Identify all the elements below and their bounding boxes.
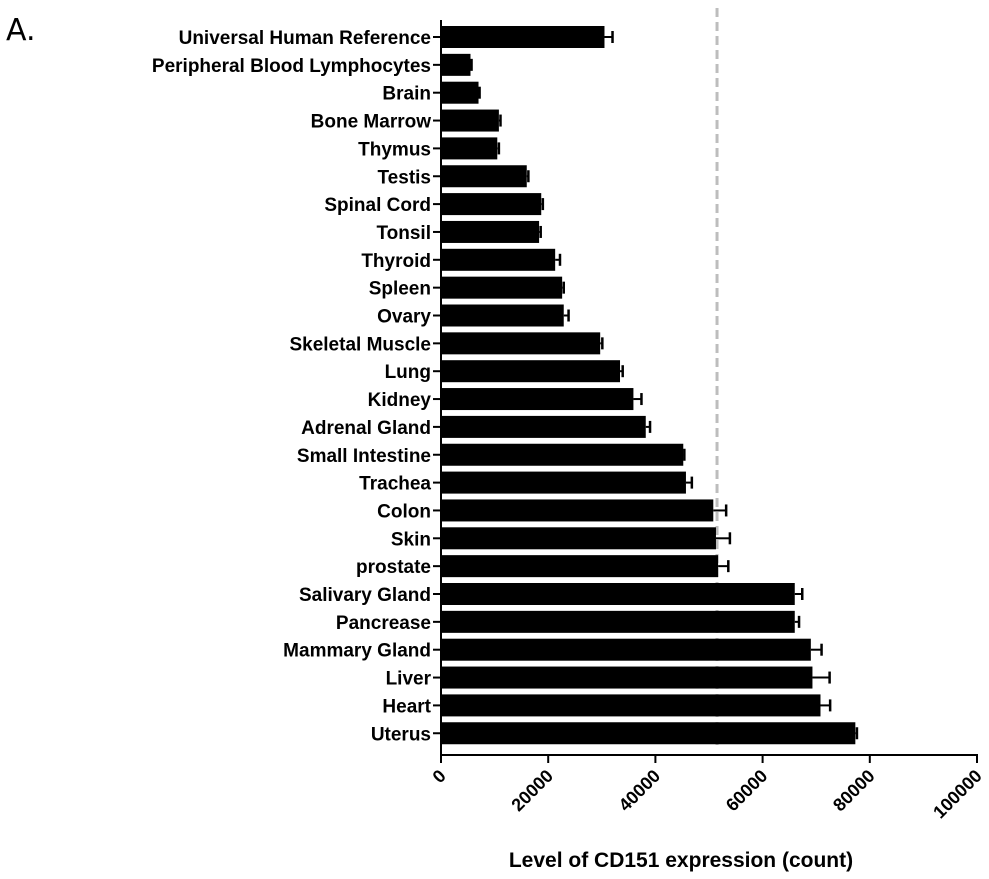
category-label: Ovary — [377, 307, 431, 328]
bar — [441, 304, 564, 327]
bar — [441, 137, 498, 160]
bar — [441, 388, 634, 411]
category-label: Spinal Cord — [324, 195, 431, 216]
category-label: Skeletal Muscle — [289, 334, 431, 355]
category-label: Testis — [377, 167, 431, 188]
category-label: Colon — [377, 501, 431, 522]
panel-label: A. — [6, 13, 36, 48]
category-label: Skin — [391, 529, 431, 550]
bar — [441, 499, 714, 522]
bar — [441, 722, 856, 745]
category-labels-layer: Universal Human Reference Peripheral Bloo… — [152, 28, 432, 745]
category-label: Peripheral Blood Lymphocytes — [152, 56, 431, 77]
bar — [441, 276, 563, 299]
bar — [441, 332, 601, 355]
category-label: Liver — [386, 669, 432, 690]
x-tick-label: 40000 — [615, 766, 665, 816]
category-label: Brain — [382, 84, 431, 105]
x-tick-label: 100000 — [929, 766, 986, 823]
bar — [441, 26, 605, 48]
bar — [441, 360, 621, 383]
bar — [441, 248, 556, 271]
bar — [441, 220, 540, 243]
category-label: Lung — [385, 362, 431, 383]
category-label: Thymus — [358, 139, 431, 160]
x-tick-label: 80000 — [829, 766, 879, 816]
bar — [441, 638, 811, 661]
category-label: Pancrease — [336, 613, 431, 634]
bar — [441, 443, 684, 466]
category-label: Trachea — [359, 474, 431, 495]
bar — [441, 53, 471, 76]
category-label: prostate — [356, 557, 431, 578]
bar — [441, 471, 686, 494]
category-label: Mammary Gland — [283, 641, 431, 662]
x-axis-title: Level of CD151 expression (count) — [509, 849, 853, 872]
x-tick-label: 60000 — [722, 766, 772, 816]
category-label: Spleen — [369, 279, 431, 300]
bar — [441, 694, 821, 717]
category-label: Kidney — [368, 390, 432, 411]
bar — [441, 527, 716, 550]
bar — [441, 666, 813, 689]
bar — [441, 193, 542, 216]
bar — [441, 610, 795, 633]
category-label: Adrenal Gland — [301, 418, 431, 439]
bar — [441, 165, 527, 188]
category-label: Bone Marrow — [311, 112, 432, 133]
bar — [441, 555, 719, 578]
x-tick-label: 20000 — [507, 766, 557, 816]
bar — [441, 109, 499, 132]
category-label: Universal Human Reference — [179, 28, 431, 49]
category-label: Tonsil — [376, 223, 431, 244]
bar — [441, 415, 646, 438]
category-label: Small Intestine — [297, 446, 431, 467]
bars-layer — [441, 26, 859, 745]
category-label: Uterus — [371, 724, 431, 745]
bar — [441, 81, 479, 104]
x-tick-label: 0 — [429, 766, 450, 787]
category-label: Salivary Gland — [299, 585, 431, 606]
category-label: Thyroid — [361, 251, 431, 272]
bar — [441, 583, 795, 605]
category-label: Heart — [382, 696, 431, 717]
